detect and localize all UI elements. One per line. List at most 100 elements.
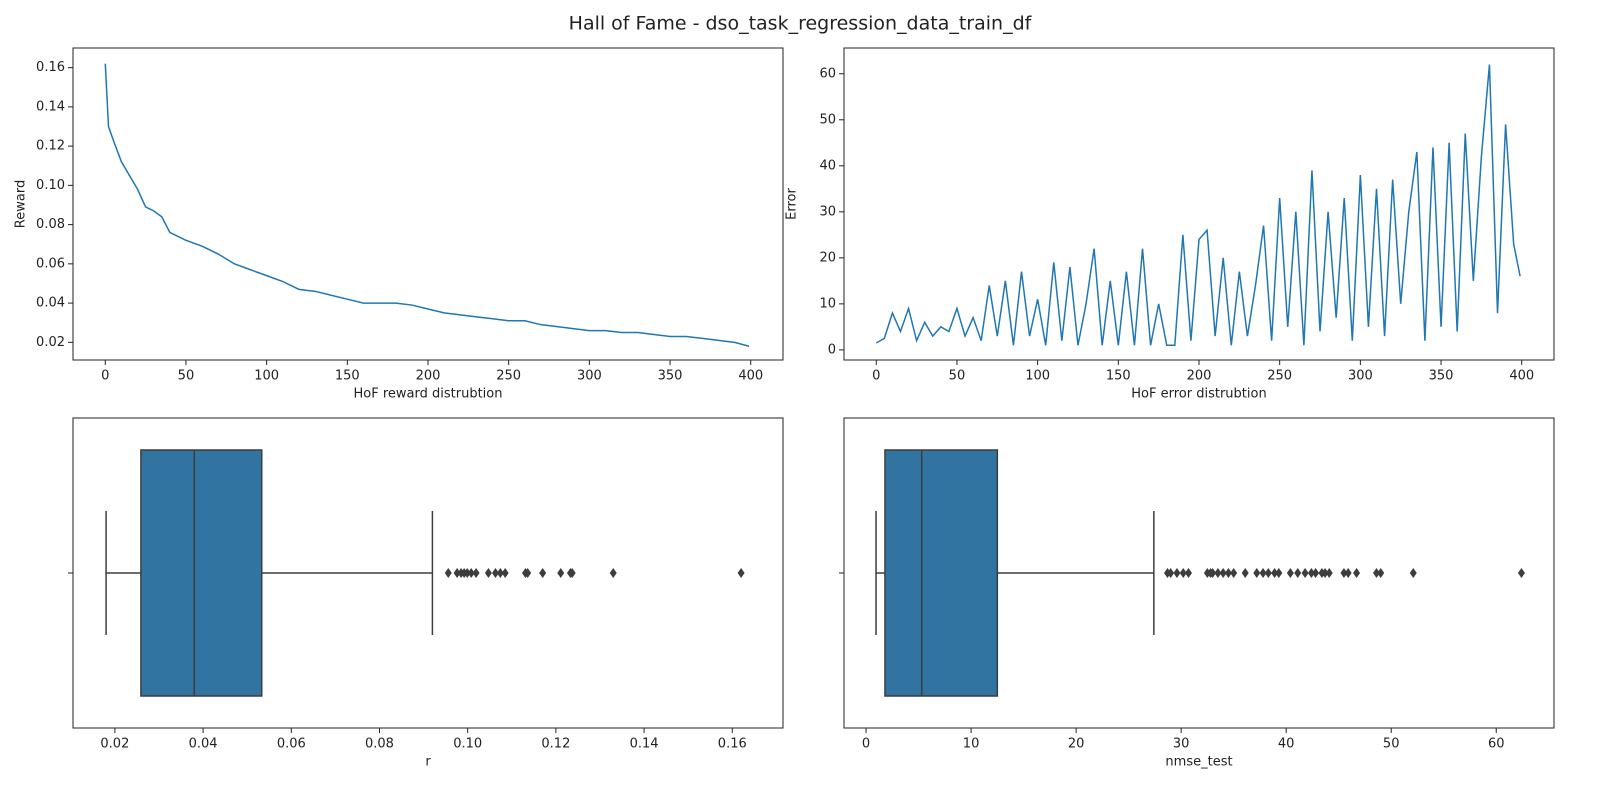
outlier <box>524 568 532 578</box>
x-tick-label: 0.02 <box>100 737 129 752</box>
x-tick-label: 0.16 <box>718 737 747 752</box>
axes-frame <box>843 47 1555 361</box>
x-tick-label: 10 <box>963 737 980 752</box>
x-tick-label: 0.10 <box>453 737 482 752</box>
outlier <box>539 568 547 578</box>
outlier <box>501 568 509 578</box>
outlier <box>1167 568 1175 578</box>
outlier <box>467 568 475 578</box>
x-tick-label: 350 <box>658 369 683 384</box>
outlier <box>453 568 461 578</box>
x-tick-label: 20 <box>1068 737 1085 752</box>
x-axis-label: r <box>425 755 431 770</box>
x-tick-label: 0.08 <box>365 737 394 752</box>
y-tick-label: 40 <box>819 158 836 173</box>
x-tick-label: 50 <box>1383 737 1400 752</box>
y-tick-label: 0.10 <box>36 178 65 193</box>
x-tick-label: 40 <box>1278 737 1295 752</box>
outlier <box>1264 568 1272 578</box>
x-tick-label: 0.06 <box>277 737 306 752</box>
x-axis-label: HoF reward distrubtion <box>354 387 503 402</box>
outlier <box>1373 568 1380 578</box>
y-tick-label: 20 <box>819 250 836 265</box>
outlier <box>1353 568 1361 578</box>
x-tick-label: 300 <box>577 369 602 384</box>
outlier <box>1219 568 1227 578</box>
outlier <box>568 568 576 578</box>
outlier <box>463 568 471 578</box>
outlier <box>1286 568 1294 578</box>
x-axis-label: HoF error distrubtion <box>1131 387 1266 402</box>
y-tick-label: 0.08 <box>36 217 65 232</box>
x-tick-label: 350 <box>1429 369 1454 384</box>
outlier <box>1294 568 1302 578</box>
y-tick-label: 0.02 <box>36 335 65 350</box>
y-tick-label: 0.04 <box>36 296 65 311</box>
figure-title: Hall of Fame - dso_task_regression_data_… <box>569 13 1033 35</box>
outlier <box>1340 568 1348 578</box>
x-tick-label: 30 <box>1173 737 1190 752</box>
x-tick-label: 0.14 <box>630 737 659 752</box>
outlier <box>472 568 480 578</box>
x-tick-label: 100 <box>1025 369 1050 384</box>
outlier <box>1517 568 1525 578</box>
x-tick-label: 200 <box>1187 369 1212 384</box>
x-axis-label: nmse_test <box>1165 755 1232 770</box>
outlier <box>1307 568 1315 578</box>
outlier <box>1325 568 1333 578</box>
box <box>140 449 263 697</box>
subplot: 0.02 0.04 0.06 0.08 0.10 0.12 0.14 0.16 r <box>68 417 784 770</box>
outlier <box>1253 568 1261 578</box>
x-tick-label: 200 <box>416 369 441 384</box>
subplot: 0 50 100 150 200 250 300 350 400 HoF reward distr… <box>14 47 784 402</box>
outlier <box>1275 568 1283 578</box>
y-tick-label: 0.12 <box>36 139 65 154</box>
x-tick-label: 50 <box>178 369 195 384</box>
x-tick-label: 250 <box>1267 369 1292 384</box>
y-tick-label: 0 <box>828 342 836 357</box>
line <box>104 63 750 347</box>
outlier <box>557 568 565 578</box>
x-tick-label: 300 <box>1348 369 1373 384</box>
outlier <box>1377 568 1385 578</box>
outlier <box>1321 568 1329 578</box>
x-tick-label: 0 <box>872 369 880 384</box>
x-tick-label: 400 <box>738 369 763 384</box>
x-tick-label: 150 <box>1106 369 1131 384</box>
outlier <box>491 568 499 578</box>
outlier <box>1173 568 1181 578</box>
outlier <box>1312 568 1320 578</box>
x-tick-label: 100 <box>254 369 279 384</box>
y-tick-label: 0.16 <box>36 60 65 75</box>
outlier <box>1179 568 1187 578</box>
x-tick-label: 400 <box>1509 369 1534 384</box>
x-tick-label: 50 <box>949 369 966 384</box>
axes-frame <box>72 47 784 361</box>
outlier <box>1224 568 1232 578</box>
outlier <box>1184 568 1192 578</box>
outlier <box>1301 568 1309 578</box>
y-tick-label: 0.06 <box>36 256 65 271</box>
x-tick-label: 60 <box>1488 737 1505 752</box>
line <box>875 64 1521 347</box>
x-tick-label: 250 <box>496 369 521 384</box>
outlier <box>1241 568 1249 578</box>
outlier <box>1409 568 1417 578</box>
y-tick-label: 30 <box>819 204 836 219</box>
y-tick-label: 0.14 <box>36 99 65 114</box>
outlier <box>496 568 504 578</box>
y-tick-label: 60 <box>819 66 836 81</box>
x-tick-label: 0.12 <box>541 737 570 752</box>
outlier <box>484 568 492 578</box>
outlier <box>1209 568 1217 578</box>
outlier <box>1344 568 1352 578</box>
outlier <box>609 568 617 578</box>
y-axis-label: Reward <box>14 180 29 228</box>
outlier <box>1230 568 1238 578</box>
outlier <box>1214 568 1222 578</box>
outlier <box>1259 568 1267 578</box>
y-axis-label: Error <box>785 188 800 220</box>
outlier <box>1271 568 1279 578</box>
